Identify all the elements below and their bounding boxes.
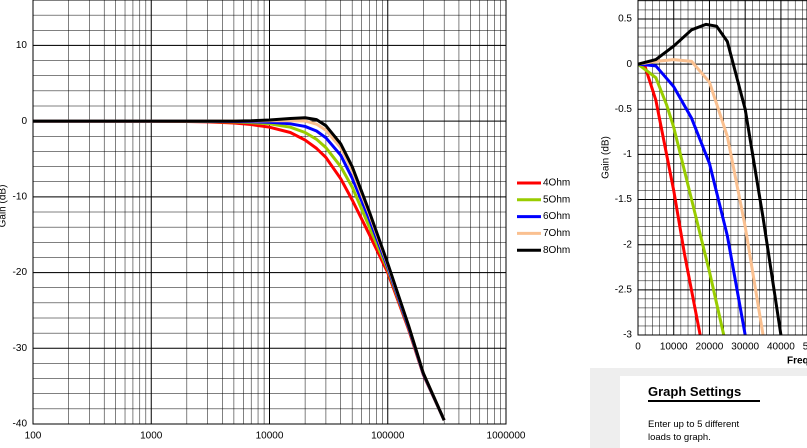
plot-frame <box>32 0 507 425</box>
y-tick-label: 0.5 <box>618 14 632 25</box>
x-tick-label: 100000 <box>371 431 405 442</box>
x-tick-label: 30000 <box>731 342 759 353</box>
x-tick-label: 100 <box>25 431 42 442</box>
x-axis-label: Frequency (Hz) <box>787 356 807 367</box>
panel-title: Graph Settings <box>648 384 760 402</box>
x-tick-label: 10000 <box>660 342 688 353</box>
y-axis-label: Gain (dB) <box>0 185 9 228</box>
y-tick-label: -3 <box>623 330 632 341</box>
legend-label: 7Ohm <box>543 228 570 239</box>
series-line <box>638 58 765 335</box>
y-tick-label: -10 <box>13 191 28 202</box>
legend-label: 5Ohm <box>543 194 570 205</box>
legend-label: 4Ohm <box>543 178 570 189</box>
x-tick-label: 1000 <box>140 431 163 442</box>
settings-panel: Graph Settings Enter up to 5 different l… <box>620 376 807 448</box>
y-tick-label: 0 <box>626 59 632 70</box>
plot-frame <box>637 0 807 336</box>
y-tick-label: 0 <box>21 116 27 127</box>
x-tick-label: 50000 <box>803 342 807 353</box>
y-tick-label: -40 <box>13 419 28 430</box>
x-tick-label: 0 <box>635 342 641 353</box>
y-tick-label: 10 <box>16 40 28 51</box>
x-tick-label: 1000000 <box>487 431 526 442</box>
y-tick-label: -2 <box>623 239 632 250</box>
legend-label: 6Ohm <box>543 211 570 222</box>
x-tick-label: 40000 <box>767 342 795 353</box>
y-tick-label: -0.5 <box>615 104 633 115</box>
y-axis-label: Gain (dB) <box>601 136 612 179</box>
series-line <box>638 62 726 335</box>
y-tick-label: -2.5 <box>615 284 633 295</box>
legend-label: 8Ohm <box>543 245 570 256</box>
panel-text: Enter up to 5 different loads to graph. <box>648 419 740 443</box>
y-tick-label: -1.5 <box>615 194 633 205</box>
y-tick-label: -30 <box>13 343 28 354</box>
y-tick-label: -20 <box>13 267 28 278</box>
x-tick-label: 10000 <box>256 431 284 442</box>
series-line <box>638 22 783 335</box>
series-line <box>33 116 446 421</box>
series-line <box>638 62 702 335</box>
y-tick-label: -1 <box>623 149 632 160</box>
plot <box>638 0 807 335</box>
series-line <box>638 62 747 335</box>
x-tick-label: 20000 <box>696 342 724 353</box>
plot <box>33 0 506 424</box>
